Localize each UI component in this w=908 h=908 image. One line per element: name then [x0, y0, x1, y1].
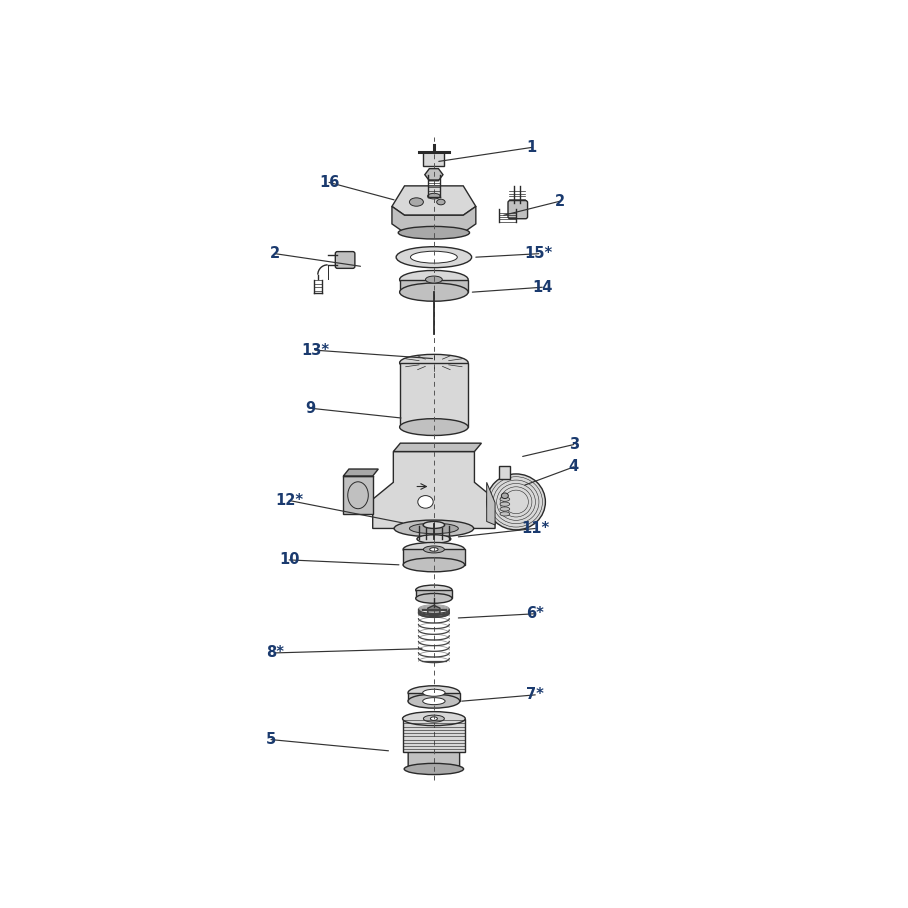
Text: 12*: 12* [275, 493, 303, 508]
Polygon shape [400, 280, 469, 292]
Polygon shape [372, 451, 495, 528]
Text: 5: 5 [266, 732, 276, 747]
Ellipse shape [394, 520, 474, 537]
Ellipse shape [424, 355, 444, 362]
Text: 11*: 11* [521, 521, 549, 536]
FancyBboxPatch shape [335, 252, 355, 269]
Ellipse shape [426, 276, 442, 283]
Ellipse shape [416, 594, 452, 603]
Ellipse shape [487, 474, 546, 530]
Ellipse shape [423, 689, 445, 696]
FancyBboxPatch shape [423, 153, 444, 166]
Ellipse shape [500, 507, 509, 511]
Ellipse shape [400, 271, 469, 289]
Text: 6*: 6* [527, 607, 544, 621]
Ellipse shape [408, 686, 459, 700]
Ellipse shape [423, 697, 445, 705]
Text: 15*: 15* [525, 246, 553, 262]
Polygon shape [425, 169, 443, 181]
Ellipse shape [400, 419, 469, 436]
FancyBboxPatch shape [508, 201, 528, 219]
Ellipse shape [500, 512, 509, 516]
Ellipse shape [410, 252, 458, 263]
Ellipse shape [416, 585, 452, 595]
Polygon shape [343, 469, 379, 476]
Ellipse shape [430, 717, 438, 720]
Ellipse shape [428, 193, 440, 199]
Bar [343, 476, 372, 515]
Polygon shape [403, 549, 465, 565]
Ellipse shape [501, 493, 508, 498]
Ellipse shape [410, 523, 459, 534]
Polygon shape [408, 693, 459, 701]
Text: 14: 14 [532, 280, 552, 295]
Ellipse shape [437, 199, 445, 205]
Ellipse shape [423, 716, 444, 722]
Text: 1: 1 [527, 140, 537, 155]
Bar [499, 466, 510, 479]
Text: 8*: 8* [266, 646, 284, 660]
Polygon shape [402, 718, 465, 752]
Text: 16: 16 [319, 175, 340, 190]
Ellipse shape [400, 283, 469, 301]
Ellipse shape [408, 694, 459, 708]
Ellipse shape [418, 496, 433, 508]
Polygon shape [392, 186, 476, 215]
Text: 9: 9 [305, 400, 315, 416]
Ellipse shape [402, 712, 465, 725]
Text: 10: 10 [279, 552, 300, 568]
Text: 2: 2 [555, 193, 565, 209]
Ellipse shape [429, 357, 439, 360]
Ellipse shape [429, 548, 438, 551]
Polygon shape [400, 363, 469, 427]
Text: 4: 4 [568, 459, 578, 474]
Ellipse shape [423, 521, 445, 528]
Polygon shape [428, 606, 440, 617]
Ellipse shape [400, 354, 469, 371]
Text: 3: 3 [568, 437, 578, 452]
Text: 2: 2 [270, 246, 281, 262]
Polygon shape [393, 443, 481, 451]
Ellipse shape [423, 546, 444, 553]
Ellipse shape [396, 247, 471, 268]
Polygon shape [487, 482, 495, 525]
Polygon shape [416, 590, 452, 598]
Ellipse shape [404, 764, 464, 775]
Ellipse shape [403, 542, 465, 557]
Ellipse shape [399, 226, 469, 239]
Text: 13*: 13* [301, 342, 329, 358]
Polygon shape [409, 746, 459, 773]
Ellipse shape [410, 198, 423, 206]
Ellipse shape [500, 498, 509, 501]
Polygon shape [392, 206, 476, 232]
Text: 7*: 7* [527, 687, 544, 703]
Ellipse shape [403, 558, 465, 572]
Ellipse shape [417, 535, 450, 543]
Ellipse shape [500, 502, 509, 507]
